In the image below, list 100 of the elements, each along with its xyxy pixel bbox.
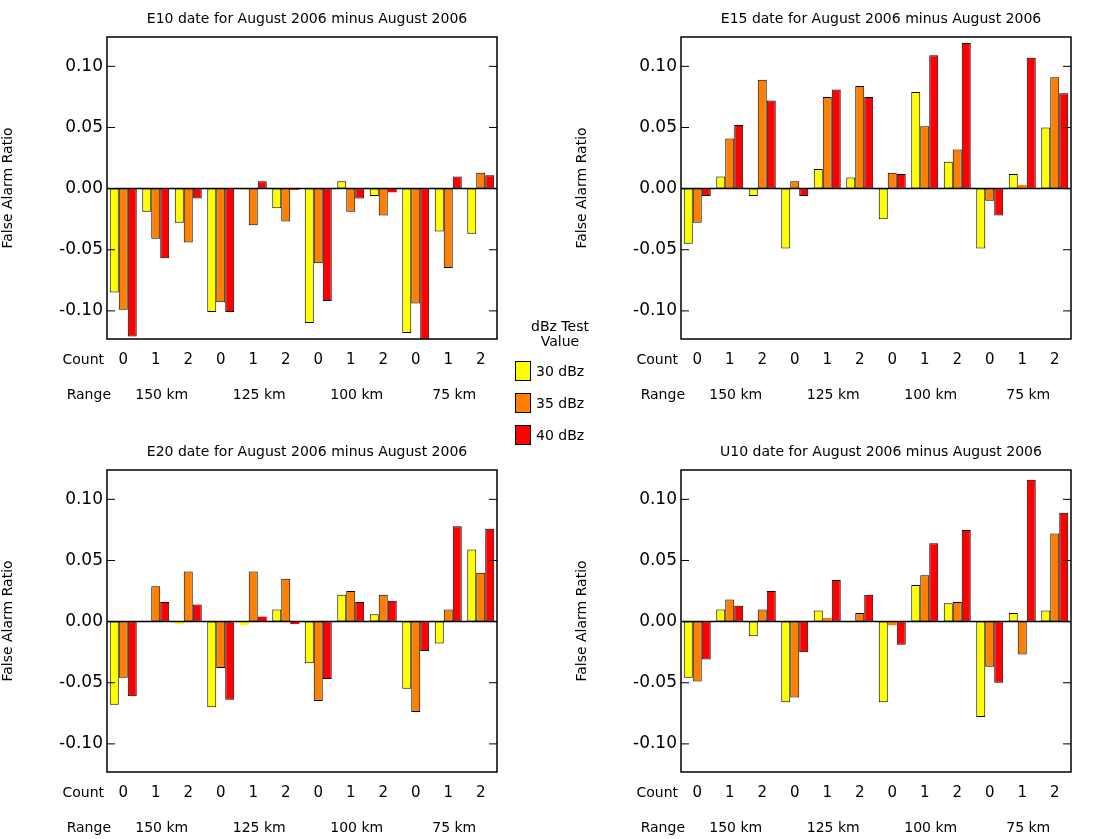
y-tick-label: -0.05 <box>59 238 103 259</box>
x-tick-label: 1 <box>345 349 356 368</box>
x-tick-label: 1 <box>822 349 833 368</box>
y-tick-label: -0.05 <box>633 671 677 692</box>
text: Range <box>66 385 111 402</box>
y-tick-label: 0.05 <box>65 548 103 569</box>
x-tick-label: 0 <box>118 782 129 801</box>
legend-label: 35 dBz <box>536 395 585 411</box>
y-tick-label: 0.10 <box>65 54 103 75</box>
x-tick-label: 1 <box>1017 349 1028 368</box>
x-tick-label: 1 <box>443 782 454 801</box>
text: 75 km <box>1006 818 1051 835</box>
text: 100 km <box>904 818 958 835</box>
text: 75 km <box>432 385 477 402</box>
x-tick-label: 2 <box>757 349 768 368</box>
y-tick-label: -0.05 <box>59 671 103 692</box>
y-tick-label: -0.10 <box>633 299 677 320</box>
text: 100 km <box>330 818 384 835</box>
x-tick-label: 0 <box>789 782 800 801</box>
text: 75 km <box>1006 385 1051 402</box>
text: Range <box>66 818 111 835</box>
text: 75 km <box>432 818 477 835</box>
y-tick-label: 0.05 <box>65 115 103 136</box>
x-tick-label: 2 <box>378 782 389 801</box>
text: Range <box>640 818 685 835</box>
x-tick-label: 1 <box>822 782 833 801</box>
text: Count <box>62 783 105 800</box>
chart-title: E15 date for August 2006 minus August 2006 <box>720 10 1042 26</box>
y-tick-label: 0.10 <box>639 54 677 75</box>
text: 125 km <box>232 385 286 402</box>
y-tick-label: 0.00 <box>639 177 677 198</box>
x-tick-label: 2 <box>952 349 963 368</box>
x-tick-label: 2 <box>475 782 486 801</box>
x-tick-label: 2 <box>280 782 291 801</box>
x-tick-label: 1 <box>443 349 454 368</box>
y-tick-label: 0.05 <box>639 115 677 136</box>
text: Count <box>62 350 105 367</box>
y-axis-title: False Alarm Ratio <box>573 127 590 249</box>
x-tick-label: 1 <box>919 782 930 801</box>
x-tick-label: 0 <box>887 349 898 368</box>
x-tick-label: 0 <box>313 782 324 801</box>
x-tick-label: 0 <box>215 349 226 368</box>
y-tick-label: 0.10 <box>65 487 103 508</box>
x-tick-label: 2 <box>1049 349 1060 368</box>
y-tick-label: 0.00 <box>65 177 103 198</box>
x-tick-label: 1 <box>919 349 930 368</box>
text: 150 km <box>709 818 763 835</box>
text: 150 km <box>135 385 189 402</box>
text: 150 km <box>709 385 763 402</box>
y-tick-label: -0.10 <box>633 732 677 753</box>
y-tick-label: 0.00 <box>65 610 103 631</box>
x-tick-label: 2 <box>854 349 865 368</box>
y-axis-title: False Alarm Ratio <box>573 560 590 682</box>
x-tick-label: 2 <box>854 782 865 801</box>
text: Count <box>636 350 679 367</box>
text: 125 km <box>232 818 286 835</box>
legend-label: 30 dBz <box>536 363 585 379</box>
y-tick-label: 0.00 <box>639 610 677 631</box>
x-tick-label: 0 <box>789 349 800 368</box>
chart-title: E20 date for August 2006 minus August 2006 <box>146 443 468 459</box>
x-tick-label: 0 <box>984 349 995 368</box>
x-tick-label: 0 <box>313 349 324 368</box>
x-tick-label: 1 <box>724 349 735 368</box>
y-tick-label: -0.05 <box>633 238 677 259</box>
text: Range <box>640 385 685 402</box>
x-tick-label: 0 <box>692 782 703 801</box>
chart-title: E10 date for August 2006 minus August 2006 <box>146 10 468 26</box>
text: 125 km <box>806 385 860 402</box>
x-tick-label: 1 <box>345 782 356 801</box>
legend-label: 40 dBz <box>536 427 585 443</box>
text: 100 km <box>904 385 958 402</box>
x-tick-label: 0 <box>410 782 421 801</box>
x-tick-label: 1 <box>248 349 259 368</box>
x-tick-label: 1 <box>724 782 735 801</box>
x-tick-label: 0 <box>410 349 421 368</box>
x-tick-label: 0 <box>118 349 129 368</box>
text: 150 km <box>135 818 189 835</box>
y-tick-label: 0.05 <box>639 548 677 569</box>
x-tick-label: 2 <box>475 349 486 368</box>
x-tick-label: 0 <box>215 782 226 801</box>
text: 100 km <box>330 385 384 402</box>
x-tick-label: 2 <box>183 782 194 801</box>
x-tick-label: 1 <box>1017 782 1028 801</box>
x-tick-label: 2 <box>757 782 768 801</box>
chart-title: U10 date for August 2006 minus August 2006 <box>720 443 1043 459</box>
x-tick-label: 0 <box>984 782 995 801</box>
x-tick-label: 1 <box>150 349 161 368</box>
y-tick-label: -0.10 <box>59 299 103 320</box>
x-tick-label: 2 <box>1049 782 1060 801</box>
text: Count <box>636 783 679 800</box>
x-tick-label: 0 <box>692 349 703 368</box>
y-tick-label: -0.10 <box>59 732 103 753</box>
y-axis-title: False Alarm Ratio <box>0 560 16 682</box>
x-tick-label: 0 <box>887 782 898 801</box>
x-tick-label: 1 <box>248 782 259 801</box>
x-tick-label: 2 <box>952 782 963 801</box>
x-tick-label: 2 <box>378 349 389 368</box>
legend-title: dBz Test Value <box>530 318 590 349</box>
text: 125 km <box>806 818 860 835</box>
y-axis-title: False Alarm Ratio <box>0 127 16 249</box>
